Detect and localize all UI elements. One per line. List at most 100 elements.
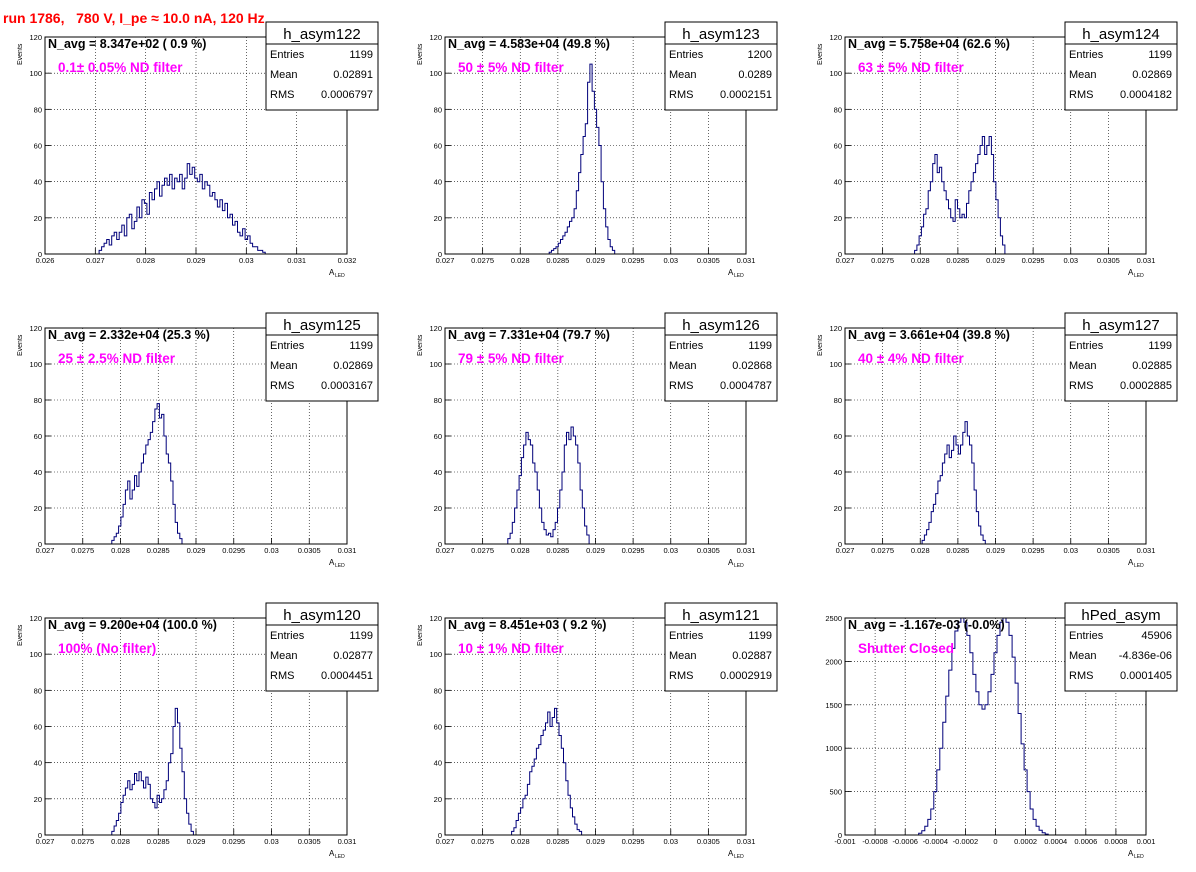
y-tick-label: 80 bbox=[34, 396, 42, 405]
histogram-line bbox=[98, 163, 266, 254]
y-tick-label: 100 bbox=[429, 360, 442, 369]
x-tick-label: 0.0305 bbox=[697, 256, 720, 265]
x-tick-label: 0.0295 bbox=[622, 546, 645, 555]
stats-key: Mean bbox=[1069, 69, 1097, 81]
stats-value: 1199 bbox=[349, 340, 373, 352]
histogram-name: h_asym120 bbox=[283, 607, 361, 624]
y-tick-label: 40 bbox=[434, 468, 442, 477]
y-axis-label: Events bbox=[17, 334, 24, 356]
y-tick-label: 80 bbox=[434, 105, 442, 114]
y-tick-label: 80 bbox=[34, 686, 42, 695]
x-tick-label: 0.029 bbox=[187, 256, 206, 265]
stats-value: 1199 bbox=[349, 630, 373, 642]
x-tick-label: 0.031 bbox=[287, 256, 306, 265]
x-tick-label: 0.029 bbox=[986, 256, 1005, 265]
stats-value: 1200 bbox=[748, 49, 772, 61]
x-tick-label: 0.031 bbox=[737, 256, 756, 265]
x-tick-label: 0.0004 bbox=[1044, 837, 1067, 846]
x-tick-label: 0.028 bbox=[511, 546, 530, 555]
x-tick-label: 0.029 bbox=[187, 837, 206, 846]
y-tick-label: 80 bbox=[834, 396, 842, 405]
x-tick-label: 0.028 bbox=[111, 546, 130, 555]
x-tick-label: 0.028 bbox=[511, 837, 530, 846]
x-tick-label: -0.0008 bbox=[862, 837, 887, 846]
y-tick-label: 0 bbox=[838, 831, 842, 840]
navg-label: N_avg = 2.332e+04 (25.3 %) bbox=[48, 328, 210, 342]
filter-label: 50 ± 5% ND filter bbox=[458, 60, 564, 75]
y-tick-label: 100 bbox=[29, 360, 42, 369]
histogram-name: h_asym121 bbox=[682, 607, 760, 624]
stats-key: Mean bbox=[1069, 650, 1097, 662]
x-tick-label: 0.0285 bbox=[946, 546, 969, 555]
stats-box bbox=[265, 312, 379, 402]
filter-label: 79 ± 5% ND filter bbox=[458, 351, 564, 366]
x-tick-label: 0.029 bbox=[187, 546, 206, 555]
stats-key: Mean bbox=[270, 650, 298, 662]
x-tick-label: 0.027 bbox=[86, 256, 105, 265]
stats-value: 0.0002919 bbox=[720, 670, 772, 682]
x-tick-label: 0.027 bbox=[436, 256, 455, 265]
x-tick-label: 0.027 bbox=[36, 837, 55, 846]
x-tick-label: 0.028 bbox=[136, 256, 155, 265]
histogram-line bbox=[918, 617, 1049, 835]
x-tick-label: 0.03 bbox=[663, 256, 678, 265]
x-tick-label: 0.001 bbox=[1137, 837, 1156, 846]
y-tick-label: 60 bbox=[34, 142, 42, 151]
y-tick-label: 0 bbox=[438, 250, 442, 259]
x-axis-label-sub: LED bbox=[335, 273, 345, 279]
x-tick-label: -0.001 bbox=[834, 837, 855, 846]
x-tick-label: 0.0275 bbox=[471, 546, 494, 555]
stats-value: 0.0003167 bbox=[321, 380, 373, 392]
stats-key: Entries bbox=[270, 49, 305, 61]
y-tick-label: 120 bbox=[29, 324, 42, 333]
navg-label: N_avg = 8.451e+03 ( 9.2 %) bbox=[448, 618, 606, 632]
stats-value: 0.0004182 bbox=[1120, 89, 1172, 101]
x-tick-label: 0.029 bbox=[986, 546, 1005, 555]
filter-label: 25 ± 2.5% ND filter bbox=[58, 351, 176, 366]
stats-value: 0.0004787 bbox=[720, 380, 772, 392]
stats-key: Entries bbox=[1069, 49, 1104, 61]
x-axis-label: A bbox=[728, 558, 734, 567]
stats-key: RMS bbox=[270, 670, 294, 682]
filter-label: Shutter Closed bbox=[858, 641, 954, 656]
navg-label: N_avg = 7.331e+04 (79.7 %) bbox=[448, 328, 610, 342]
x-axis-label: A bbox=[728, 268, 734, 277]
x-tick-label: -0.0004 bbox=[923, 837, 948, 846]
histogram-name: h_asym123 bbox=[682, 26, 760, 43]
stats-key: Entries bbox=[669, 340, 704, 352]
x-tick-label: 0.0285 bbox=[546, 546, 569, 555]
stats-value: 0.02869 bbox=[1132, 69, 1172, 81]
histogram-line bbox=[914, 136, 1006, 254]
histogram-name: h_asym127 bbox=[1082, 317, 1160, 334]
y-tick-label: 120 bbox=[29, 614, 42, 623]
y-tick-label: 20 bbox=[34, 214, 42, 223]
filter-label: 100% (No filter) bbox=[58, 641, 156, 656]
stats-value: 0.0002151 bbox=[720, 89, 772, 101]
x-tick-label: 0.032 bbox=[338, 256, 357, 265]
x-tick-label: 0.03 bbox=[1063, 546, 1078, 555]
x-tick-label: 0.029 bbox=[586, 546, 605, 555]
x-tick-label: 0.0295 bbox=[622, 256, 645, 265]
stats-value: 0.02885 bbox=[1132, 360, 1172, 372]
panel-h_asym121: 0.027 0.0275 0.028 0.0285 0.029 0.0295 0.03 0.0… bbox=[417, 602, 778, 860]
stats-value: 0.0002885 bbox=[1120, 380, 1172, 392]
y-tick-label: 20 bbox=[434, 795, 442, 804]
histogram-line bbox=[111, 707, 194, 835]
navg-label: N_avg = 8.347e+02 ( 0.9 %) bbox=[48, 37, 206, 51]
filter-label: 40 ± 4% ND filter bbox=[858, 351, 964, 366]
y-axis-label: Events bbox=[17, 624, 24, 646]
y-tick-label: 60 bbox=[434, 723, 442, 732]
stats-value: 0.02877 bbox=[333, 650, 373, 662]
filter-label: 10 ± 1% ND filter bbox=[458, 641, 564, 656]
x-tick-label: 0.03 bbox=[663, 837, 678, 846]
stats-value: 0.02891 bbox=[333, 69, 373, 81]
x-tick-label: 0.0275 bbox=[71, 546, 94, 555]
y-tick-label: 0 bbox=[38, 540, 42, 549]
y-tick-label: 100 bbox=[429, 650, 442, 659]
x-tick-label: 0.027 bbox=[836, 256, 855, 265]
y-tick-label: 100 bbox=[429, 69, 442, 78]
x-axis-label-sub: LED bbox=[734, 563, 744, 569]
x-tick-label: 0.03 bbox=[1063, 256, 1078, 265]
y-tick-label: 80 bbox=[434, 396, 442, 405]
